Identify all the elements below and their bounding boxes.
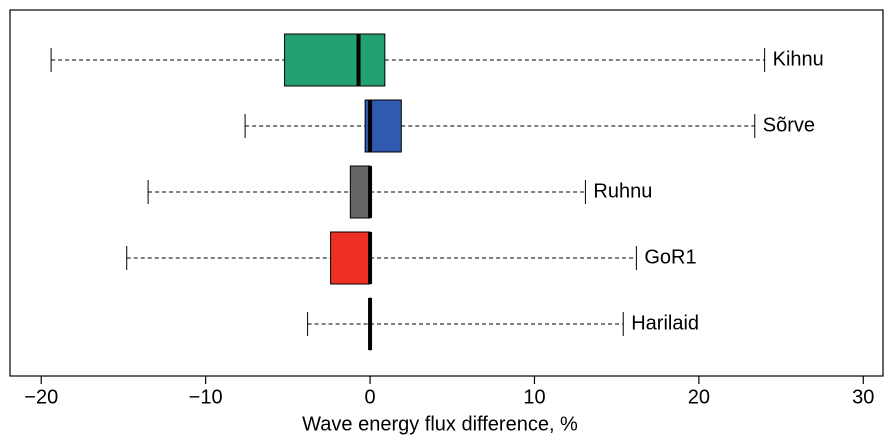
box [330, 231, 371, 285]
series-label: GoR1 [644, 246, 696, 268]
series-label: Sõrve [763, 114, 815, 136]
x-tick-label: 20 [688, 386, 710, 408]
x-tick-label: 0 [364, 386, 375, 408]
x-tick-label: −10 [189, 386, 223, 408]
x-axis-label: Wave energy flux difference, % [302, 413, 578, 435]
series-label: Kihnu [773, 48, 824, 70]
x-tick-label: −20 [24, 386, 58, 408]
box [349, 165, 371, 219]
x-tick-label: 30 [852, 386, 874, 408]
box [284, 33, 386, 87]
series-label: Ruhnu [593, 180, 652, 202]
x-tick-label: 10 [523, 386, 545, 408]
series-label: Harilaid [631, 312, 699, 334]
plot-frame [9, 9, 884, 377]
